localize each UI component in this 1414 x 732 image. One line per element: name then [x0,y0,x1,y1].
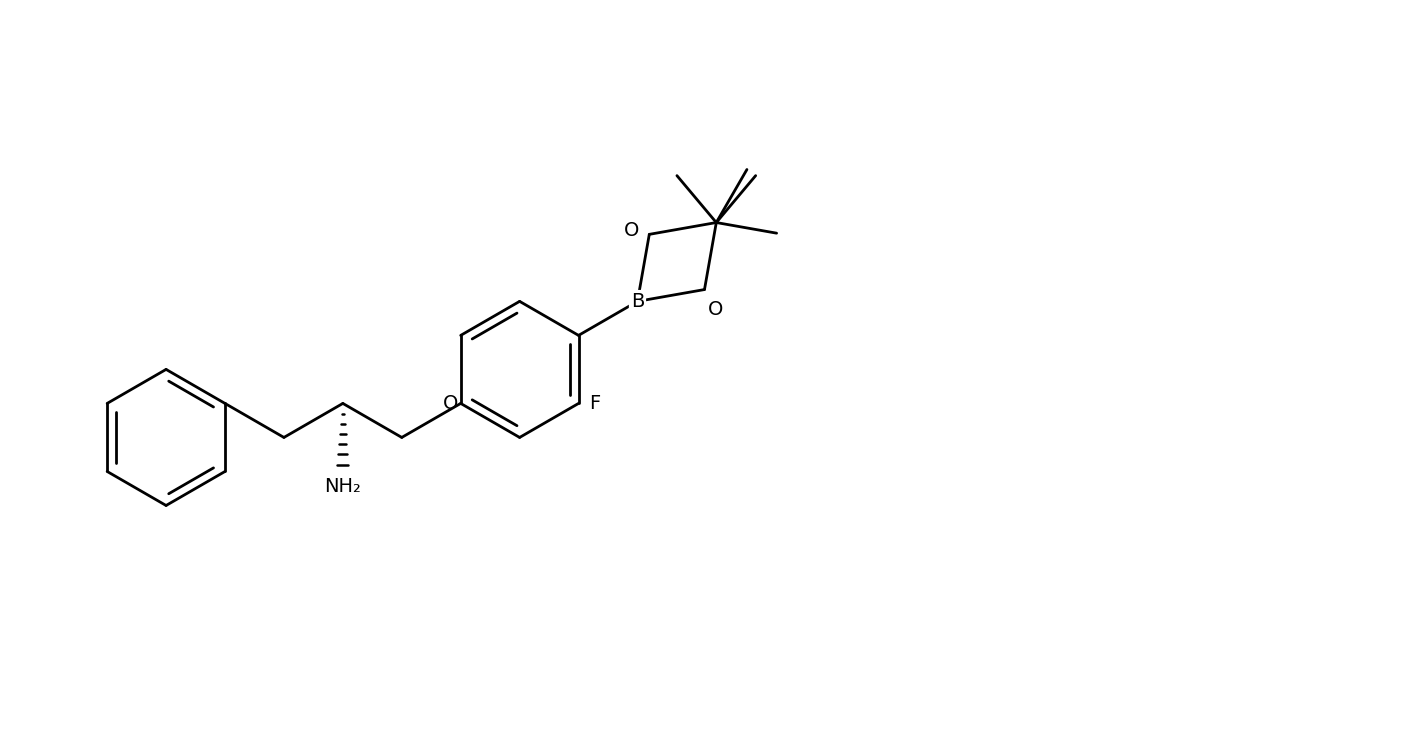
Text: NH₂: NH₂ [324,477,362,496]
Text: O: O [708,299,723,318]
Text: O: O [443,394,458,413]
Text: F: F [588,394,600,413]
Text: O: O [624,222,639,240]
Text: B: B [631,292,645,311]
